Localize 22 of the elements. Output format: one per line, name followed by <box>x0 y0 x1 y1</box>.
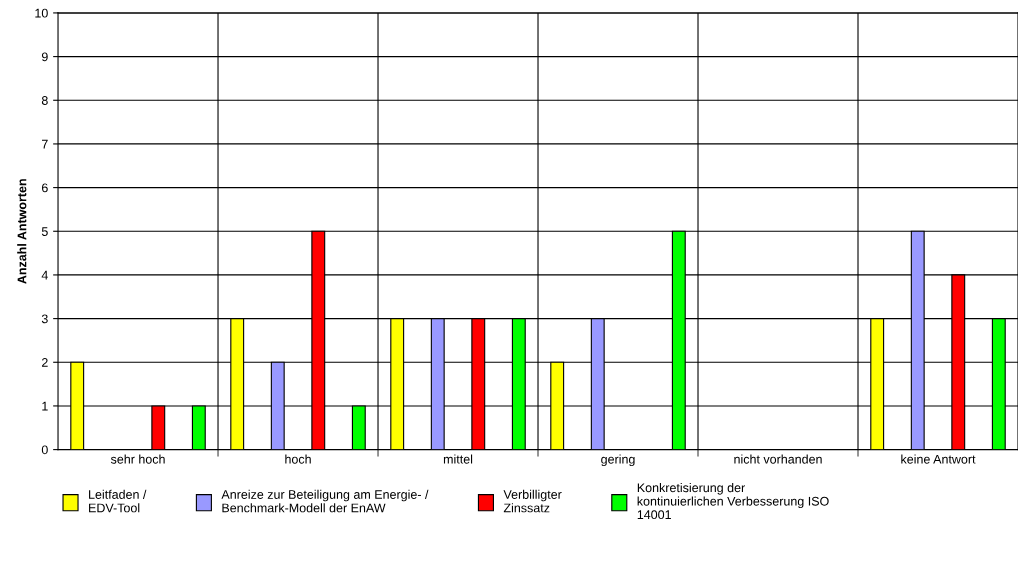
x-tick-label: nicht vorhanden <box>734 454 822 464</box>
legend-label: Leitfaden / EDV-Tool <box>89 489 147 513</box>
y-tick-label: 7 <box>41 139 48 149</box>
y-tick-label: 6 <box>41 183 48 193</box>
legend-label: Verbilligter Zinssatz <box>503 489 562 513</box>
x-tick-label: mittel <box>443 454 473 464</box>
x-tick-label: sehr hoch <box>110 454 165 464</box>
y-tick-label: 9 <box>41 52 48 62</box>
y-tick-label: 4 <box>41 270 48 280</box>
x-tick-label: hoch <box>285 454 311 464</box>
y-tick-label: 8 <box>41 96 48 105</box>
y-axis-title: Anzahl Antworten <box>17 179 27 284</box>
x-tick-label: gering <box>601 454 635 467</box>
y-tick-label: 10 <box>35 8 48 18</box>
legend-label: Anreize zur Beteiligung am Energie- / Benchmark-Modell der EnAW <box>221 489 429 513</box>
y-tick-label: 2 <box>41 358 48 367</box>
y-tick-label: 3 <box>41 314 48 324</box>
y-tick-label: 0 <box>41 445 48 455</box>
y-tick-label: 1 <box>42 401 48 411</box>
y-tick-label: 5 <box>41 227 48 236</box>
legend-label: Konkretisierung der kontinuierlichen Verbesserung ISO 14001 <box>637 482 829 520</box>
x-tick-label: keine Antwort <box>901 454 976 464</box>
